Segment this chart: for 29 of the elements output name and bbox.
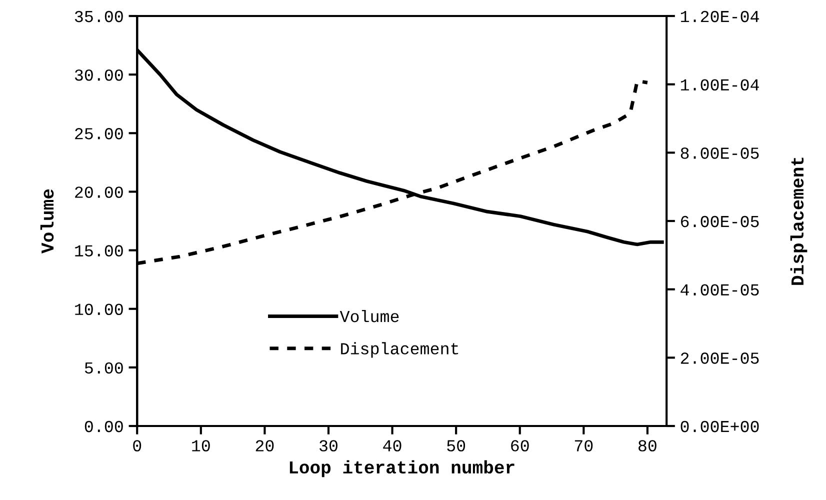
y2-tick-label: 6.00E-05 [681, 216, 759, 228]
y-axis-title: Volume [40, 189, 54, 254]
y2-tick-label: 1.00E-04 [680, 79, 759, 91]
x-tick-label: 40 [383, 440, 402, 452]
x-tick-label: 10 [192, 440, 210, 452]
x-tick-label: 0 [133, 440, 142, 452]
y-tick-label: 10.00 [75, 304, 123, 316]
y-tick-label: 30.00 [74, 69, 123, 81]
legend-label: Volume [340, 310, 399, 322]
x-tick-label: 60 [511, 440, 529, 452]
x-tick-label: 30 [320, 440, 338, 452]
x-tick-label: 20 [256, 440, 274, 452]
y-tick-label: 15.00 [75, 245, 123, 256]
y2-tick-label: 1.20E-04 [680, 10, 759, 22]
y-tick-label: 20.00 [75, 186, 123, 198]
y2-tick-label: 4.00E-05 [680, 284, 759, 296]
y-tick-label: 25.00 [75, 128, 123, 140]
x-axis-title: Loop iteration number [290, 460, 514, 478]
y2-axis-title: Displacement [790, 158, 808, 285]
y2-tick-label: 2.00E-05 [680, 352, 759, 364]
legend-label: Displacement [341, 342, 458, 358]
x-tick-label: 50 [447, 440, 466, 452]
x-tick-label: 80 [638, 440, 656, 452]
y2-tick-label: 0.00E+00 [680, 420, 759, 432]
y-tick-label: 0.00 [84, 420, 123, 432]
y-tick-label: 35.00 [74, 10, 123, 22]
x-tick-label: 70 [574, 440, 593, 452]
y2-tick-label: 8.00E-05 [680, 148, 759, 159]
y-tick-label: 5.00 [84, 362, 123, 374]
